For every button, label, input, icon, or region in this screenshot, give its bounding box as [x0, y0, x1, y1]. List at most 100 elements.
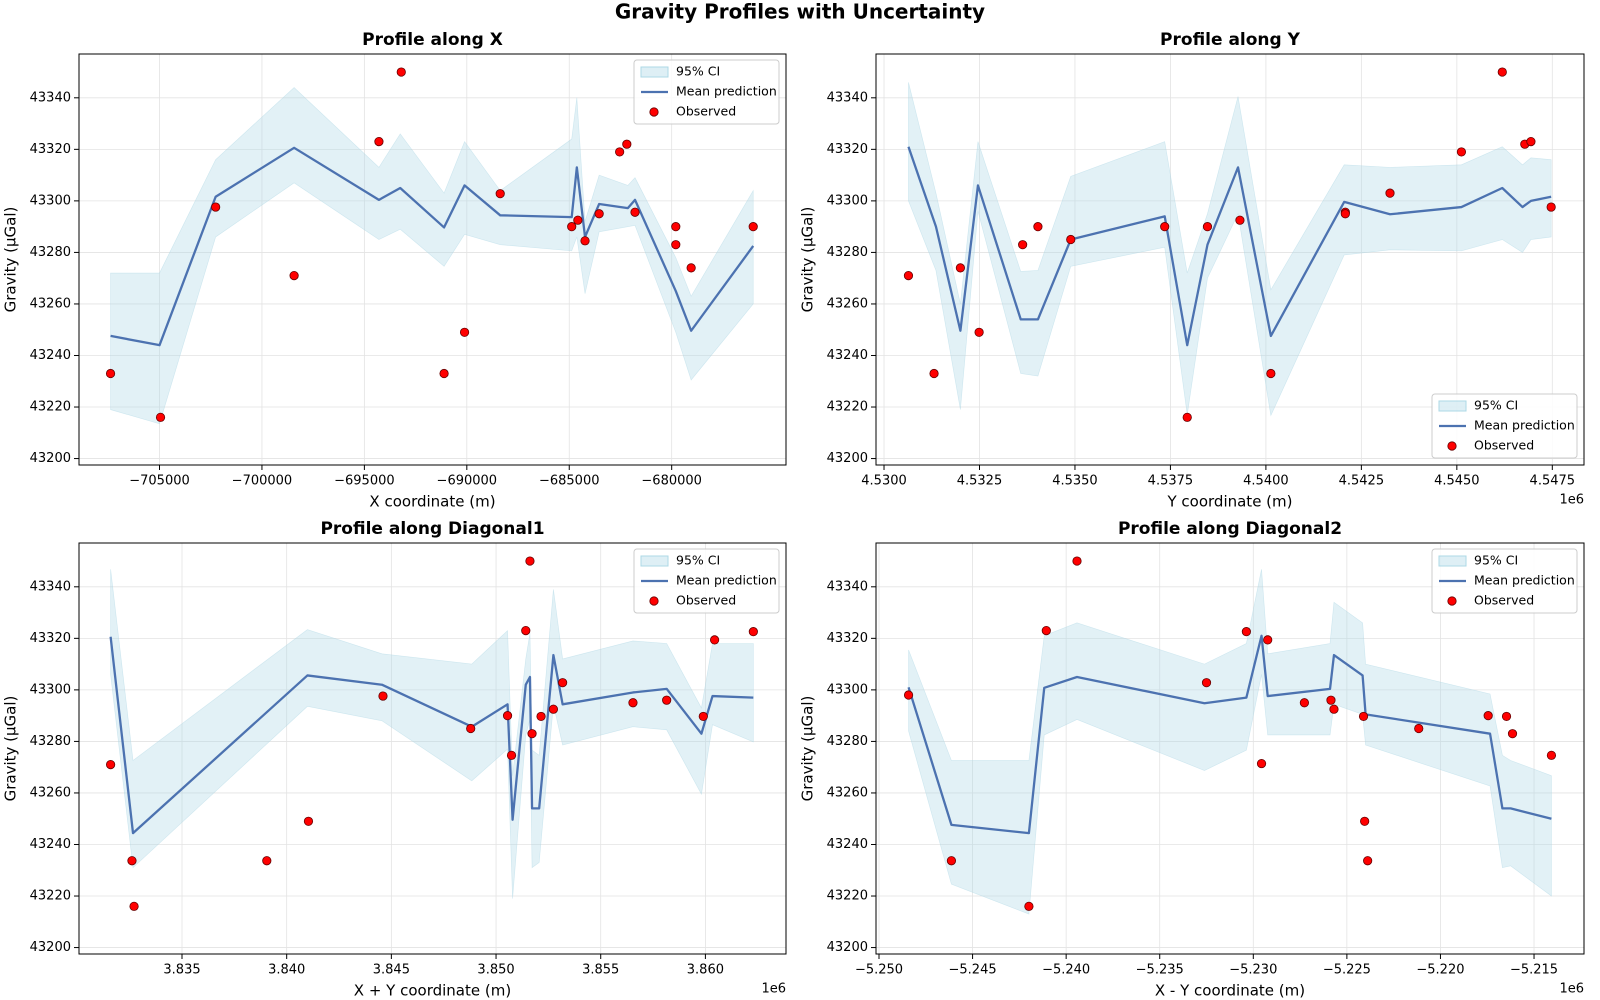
y-tick-label: 43300 — [30, 193, 71, 208]
y-tick-label: 43280 — [827, 245, 868, 260]
x-tick-label: 4.5400 — [1243, 474, 1289, 489]
legend-label: Mean prediction — [1474, 573, 1575, 588]
observed-point — [1160, 222, 1170, 232]
subplot-title: Profile along Y — [1160, 30, 1301, 50]
observed-point — [1326, 695, 1336, 705]
x-tick-label: −680000 — [641, 474, 702, 489]
observed-point — [955, 263, 965, 273]
legend-label: 95% CI — [1474, 398, 1518, 413]
observed-point — [1414, 723, 1424, 734]
x-axis-label: X + Y coordinate (m) — [354, 982, 511, 1000]
observed-point — [127, 856, 137, 866]
mean-line — [907, 146, 1552, 347]
x-tick-label: −685000 — [539, 474, 600, 489]
observed-point — [1266, 368, 1276, 379]
observed-point — [378, 691, 388, 701]
observed-point — [1041, 626, 1051, 636]
x-tick-label: 3.845 — [373, 963, 410, 978]
observed-point — [594, 209, 604, 219]
y-tick-label: 43240 — [827, 837, 868, 852]
x-tick-label: 3.860 — [687, 963, 724, 978]
y-tick-label: 43200 — [827, 451, 868, 466]
legend-label: 95% CI — [676, 553, 720, 568]
subplot-title: Profile along Diagonal2 — [1118, 519, 1342, 539]
x-tick-label: 3.835 — [163, 963, 200, 978]
observed-point — [1299, 698, 1309, 708]
observed-point — [929, 368, 939, 379]
x-tick-label: −5.215 — [1510, 963, 1558, 978]
observed-point — [211, 202, 221, 212]
observed-point — [1256, 758, 1267, 769]
y-tick-label: 43300 — [827, 682, 868, 697]
x-offset-label: 1e6 — [1559, 982, 1584, 997]
legend-label: Mean prediction — [676, 84, 777, 99]
observed-point — [1182, 412, 1192, 422]
x-tick-label: 4.5425 — [1339, 474, 1385, 489]
x-tick-label: −5.225 — [1323, 963, 1371, 978]
observed-point — [1018, 240, 1028, 250]
y-tick-label: 43300 — [30, 682, 71, 697]
subplot: −5.250 −5.245 −5.240 −5.235 −5.230 −5.225 −5.2… — [799, 519, 1585, 1000]
confidence-band — [110, 569, 754, 899]
confidence-band — [908, 82, 1552, 417]
observed-point — [396, 67, 406, 77]
legend-label: 95% CI — [1474, 553, 1518, 568]
axes-frame — [875, 53, 1585, 466]
legend-label: Observed — [676, 104, 736, 119]
y-tick-label: 43280 — [30, 245, 71, 260]
observed-point — [1358, 711, 1369, 722]
observed-point — [748, 627, 758, 637]
y-tick-label: 43280 — [827, 734, 868, 749]
observed-point — [710, 635, 720, 645]
observed-point — [466, 723, 476, 734]
observed-point — [289, 271, 299, 281]
legend-box — [633, 548, 780, 614]
y-tick-label: 43220 — [827, 400, 868, 415]
legend-box — [1431, 393, 1578, 459]
x-offset-label: 1e6 — [761, 982, 786, 997]
observed-point — [548, 704, 559, 714]
x-axis-label: X coordinate (m) — [369, 493, 495, 511]
observed-point — [262, 856, 272, 866]
observed-point — [1066, 234, 1076, 245]
observed-point — [1363, 856, 1373, 866]
y-tick-label: 43220 — [30, 400, 71, 415]
observed-point — [1385, 188, 1395, 198]
observed-point — [1329, 704, 1339, 714]
observed-point — [946, 856, 957, 866]
x-tick-label: 3.840 — [268, 963, 305, 978]
y-tick-label: 43340 — [30, 90, 71, 105]
figure-title: Gravity Profiles with Uncertainty — [615, 0, 985, 24]
y-tick-label: 43320 — [827, 631, 868, 646]
observed-point — [1201, 678, 1212, 688]
y-tick-label: 43240 — [30, 348, 71, 363]
mean-line — [907, 634, 1552, 835]
observed-point — [567, 222, 577, 232]
observed-point — [521, 626, 531, 636]
subplot: 4.5300 4.5325 4.5350 4.5375 4.5400 4.5425 4.54… — [799, 30, 1585, 511]
observed-point — [1202, 222, 1213, 232]
observed-point — [1497, 67, 1507, 77]
x-tick-label: −5.240 — [1042, 963, 1090, 978]
legend-swatch — [640, 66, 669, 78]
subplot: −705000 −700000 −695000 −690000 −685000 −6800… — [2, 30, 787, 511]
x-tick-label: −5.220 — [1416, 963, 1464, 978]
observed-point — [580, 236, 590, 246]
observed-point — [698, 711, 708, 722]
y-tick-label: 43200 — [30, 940, 71, 955]
observed-point — [671, 222, 681, 232]
observed-point — [1501, 711, 1512, 722]
legend-swatch — [649, 107, 659, 117]
observed-point — [1241, 627, 1251, 637]
observed-point — [573, 215, 583, 225]
observed-point — [495, 189, 505, 199]
observed-point — [1263, 635, 1273, 645]
x-tick-label: 3.850 — [477, 963, 514, 978]
observed-point — [974, 327, 984, 337]
legend-box — [1431, 548, 1578, 614]
y-tick-label: 43260 — [827, 296, 868, 311]
observed-point — [129, 901, 139, 911]
observed-point — [439, 368, 449, 379]
y-tick-label: 43320 — [30, 142, 71, 157]
